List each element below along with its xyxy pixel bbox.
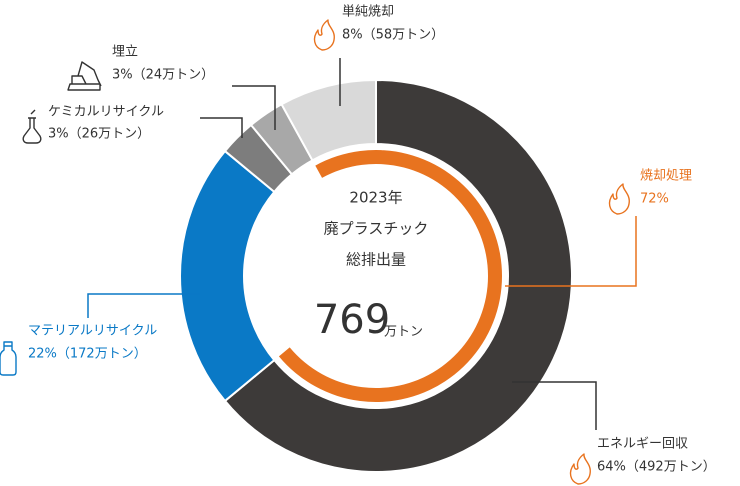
flame-icon — [313, 19, 335, 51]
leader-line — [232, 85, 276, 130]
excavator-icon — [67, 61, 102, 91]
total-unit: 万トン — [384, 325, 423, 340]
leader-line — [87, 293, 200, 318]
center-text: 2023年 — [349, 189, 402, 207]
leader-line — [505, 216, 637, 287]
category-label: ケミカルリサイクル — [48, 105, 164, 120]
donut-segment — [223, 78, 573, 473]
category-label: 単純焼却 — [342, 4, 394, 20]
flask-icon — [22, 109, 42, 144]
center-text: 廃プラスチック — [324, 220, 429, 238]
inner-arc — [278, 150, 502, 402]
category-label: エネルギー回収 — [597, 437, 688, 452]
leader-line — [200, 117, 243, 138]
center-text: 総排出量 — [346, 251, 406, 269]
flame-icon — [608, 183, 630, 215]
category-label: マテリアルリサイクル — [28, 324, 157, 339]
donut-segment — [280, 78, 377, 162]
bottle-icon — [0, 341, 17, 376]
value-label: 8%（58万トン） — [342, 28, 444, 43]
flame-icon — [569, 453, 591, 485]
category-label: 焼却処理 — [640, 169, 692, 184]
leader-line — [512, 381, 597, 430]
total-value: 769 — [314, 297, 390, 343]
category-label: 埋立 — [112, 45, 138, 60]
donut — [179, 78, 573, 473]
value-label: 22%（172万トン） — [28, 347, 147, 362]
value-label: 72% — [640, 192, 669, 207]
value-label: 64%（492万トン） — [597, 460, 716, 475]
donut-segment — [179, 149, 276, 403]
value-label: 3%（24万トン） — [112, 68, 214, 83]
value-label: 3%（26万トン） — [48, 127, 150, 142]
